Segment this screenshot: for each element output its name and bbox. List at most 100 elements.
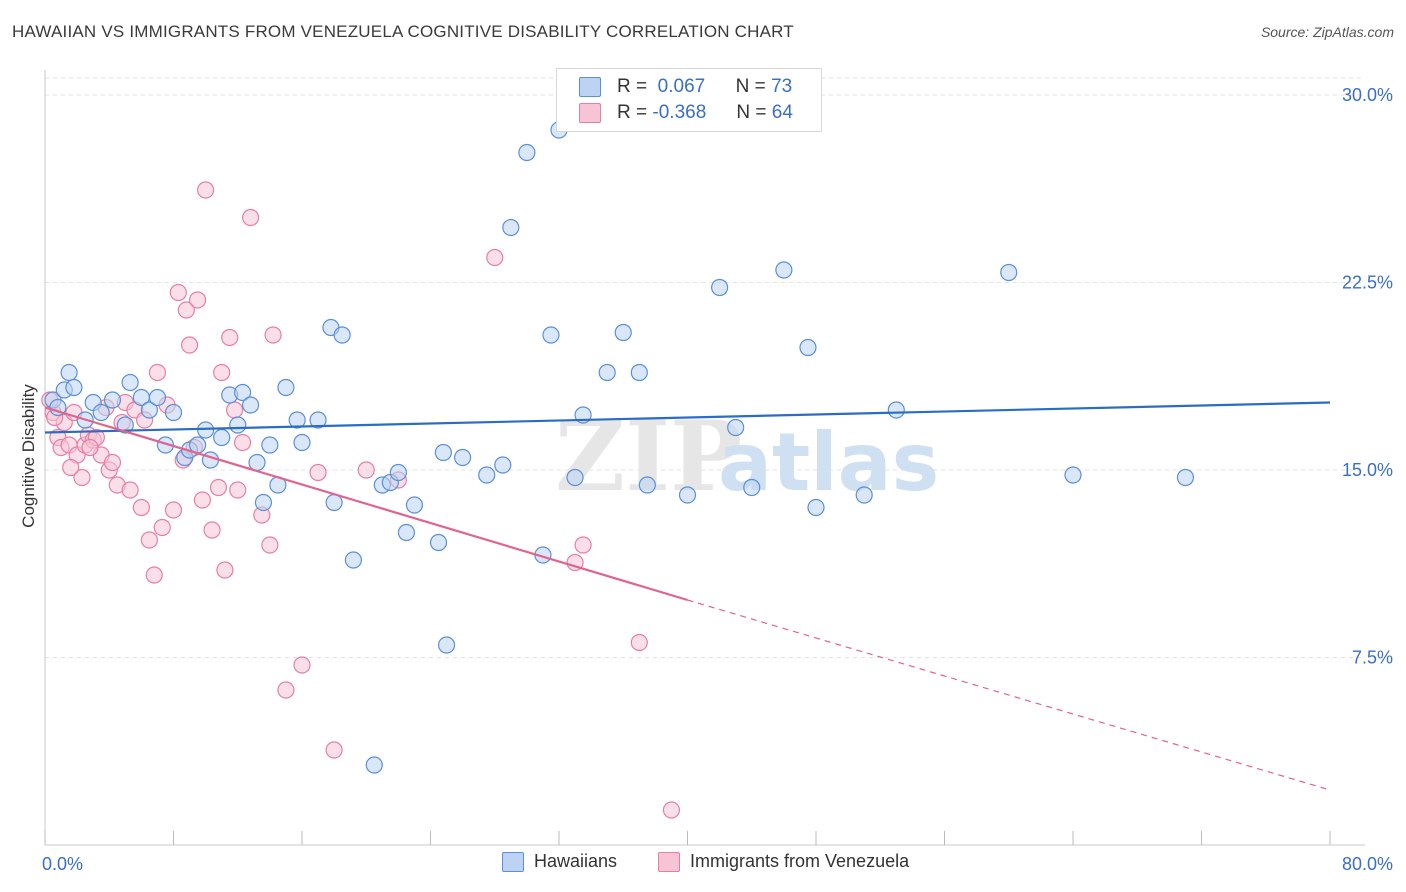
legend-r-value: -0.368 — [652, 102, 707, 123]
data-point-venezuela — [264, 326, 282, 344]
data-point-venezuela — [309, 463, 327, 482]
data-point-hawaiians — [727, 418, 745, 437]
data-point-hawaiians — [344, 551, 362, 569]
bottom-legend-swatch-hawaiians — [502, 851, 524, 872]
y-tick-label: 30.0% — [1342, 85, 1393, 105]
data-point-hawaiians — [518, 143, 536, 162]
data-point-hawaiians — [309, 411, 327, 429]
data-point-hawaiians — [254, 493, 273, 512]
data-point-venezuela — [132, 498, 150, 517]
data-point-venezuela — [193, 491, 212, 509]
data-point-hawaiians — [429, 533, 448, 552]
trend-line-hawaiians — [44, 401, 1331, 434]
data-point-hawaiians — [248, 453, 266, 472]
data-point-hawaiians — [405, 496, 424, 514]
data-point-venezuela — [225, 401, 244, 419]
data-point-hawaiians — [242, 396, 260, 414]
data-point-hawaiians — [743, 478, 761, 497]
data-point-hawaiians — [566, 468, 584, 487]
data-point-hawaiians — [630, 363, 648, 382]
y-tick-label: 22.5% — [1342, 273, 1393, 293]
data-point-venezuela — [169, 283, 187, 302]
data-point-venezuela — [325, 741, 343, 759]
data-point-venezuela — [242, 208, 260, 227]
data-point-venezuela — [153, 518, 171, 537]
data-point-hawaiians — [1000, 263, 1018, 282]
data-point-venezuela — [261, 536, 279, 554]
legend-r-label: R = — [617, 102, 648, 123]
legend-n-value: 73 — [771, 76, 793, 97]
data-point-hawaiians — [397, 523, 416, 542]
data-point-hawaiians — [103, 391, 122, 409]
data-point-hawaiians — [434, 443, 452, 462]
data-point-venezuela — [221, 328, 239, 347]
stats-legend: R = 0.067 N = 73 R = -0.368 N = 64 — [556, 68, 822, 132]
data-point-venezuela — [574, 536, 592, 554]
data-point-venezuela — [216, 561, 234, 579]
bottom-legend-swatch-venezuela — [658, 851, 680, 872]
data-point-hawaiians — [213, 428, 231, 447]
chart-title: HAWAIIAN VS IMMIGRANTS FROM VENEZUELA CO… — [12, 22, 794, 41]
data-point-hawaiians — [365, 756, 383, 774]
legend-n-label: N = — [736, 102, 767, 123]
data-point-hawaiians — [277, 378, 295, 397]
data-point-venezuela — [229, 481, 247, 499]
source-label: Source: ZipAtlas.com — [1260, 24, 1394, 40]
data-point-venezuela — [164, 501, 183, 519]
y-tick-label: 7.5% — [1352, 648, 1393, 668]
data-point-hawaiians — [293, 433, 311, 452]
data-point-hawaiians — [437, 636, 456, 654]
data-point-hawaiians — [116, 416, 134, 434]
axis-labels: 7.5% 15.0% 22.5% 30.0% 0.0% 80.0% Cognitive Di… — [19, 85, 1393, 874]
data-point-venezuela — [277, 681, 295, 699]
data-point-venezuela — [357, 461, 375, 479]
data-point-venezuela — [103, 453, 122, 472]
data-point-hawaiians — [614, 323, 632, 342]
data-point-hawaiians — [233, 383, 252, 402]
data-point-hawaiians — [711, 278, 729, 297]
trend-lines — [44, 401, 1331, 791]
legend-r-value: 0.067 — [657, 76, 706, 97]
data-point-venezuela — [81, 438, 99, 457]
legend-n-value: 64 — [771, 102, 793, 123]
legend-r-label: R = — [617, 76, 648, 97]
data-point-venezuela — [662, 801, 681, 819]
data-point-hawaiians — [799, 338, 817, 357]
data-point-venezuela — [148, 363, 167, 382]
data-point-venezuela — [121, 481, 139, 499]
data-point-venezuela — [177, 301, 195, 319]
y-axis-label: Cognitive Disability — [19, 384, 38, 528]
data-point-hawaiians — [638, 476, 656, 494]
data-point-venezuela — [180, 336, 199, 354]
data-point-venezuela — [486, 248, 504, 267]
data-point-hawaiians — [389, 463, 407, 482]
bottom-legend-venezuela: Immigrants from Venezuela — [658, 851, 909, 872]
legend-swatch-hawaiians — [579, 77, 601, 97]
data-point-venezuela — [213, 363, 231, 382]
bottom-legend-label-hawaiians: Hawaiians — [534, 851, 618, 871]
data-point-hawaiians — [807, 498, 825, 517]
x-tick-label: 80.0% — [1342, 854, 1393, 874]
legend-row-hawaiians: R = 0.067 N = 73 — [579, 75, 792, 99]
data-point-venezuela — [203, 521, 221, 539]
data-point-hawaiians — [775, 261, 793, 279]
data-point-venezuela — [233, 433, 252, 452]
data-point-venezuela — [209, 478, 228, 497]
data-point-hawaiians — [197, 421, 215, 439]
data-point-hawaiians — [140, 401, 159, 419]
data-point-venezuela — [145, 566, 163, 584]
data-point-hawaiians — [164, 403, 183, 422]
data-point-hawaiians — [261, 436, 279, 454]
legend-swatch-venezuela — [579, 103, 601, 123]
data-point-hawaiians — [60, 363, 78, 382]
data-point-hawaiians — [92, 403, 110, 422]
x-tick-label: 0.0% — [42, 854, 83, 874]
data-point-hawaiians — [333, 326, 351, 344]
axes — [44, 70, 1365, 846]
data-point-hawaiians — [542, 326, 560, 344]
trend-line-venezuela — [44, 406, 688, 602]
data-point-venezuela — [62, 458, 80, 477]
data-point-hawaiians — [121, 373, 139, 392]
data-point-hawaiians — [855, 486, 873, 504]
